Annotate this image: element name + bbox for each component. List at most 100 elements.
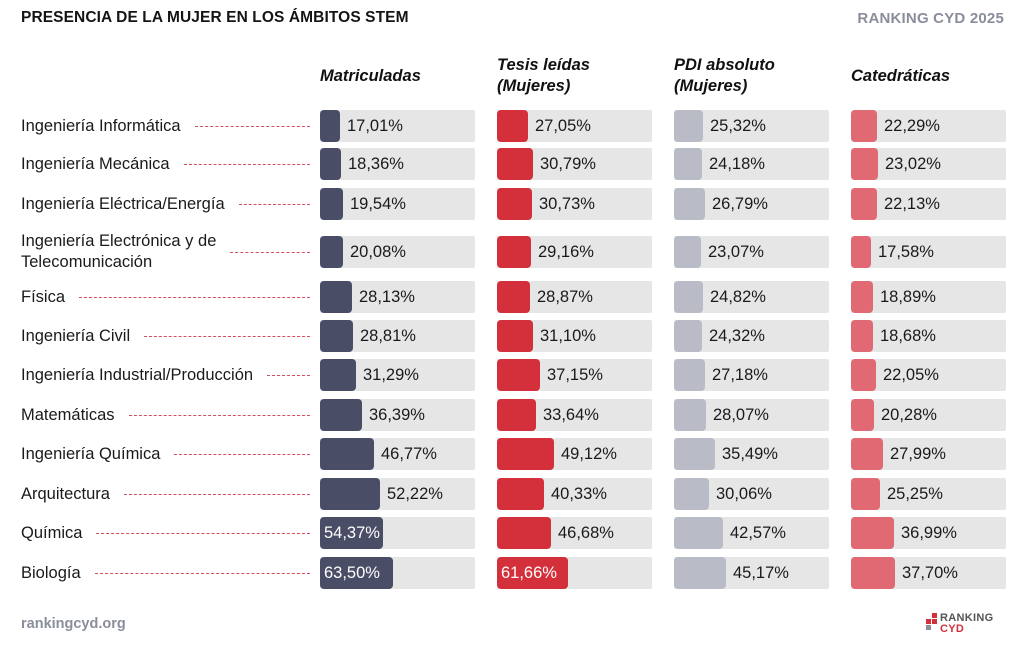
logo-text-bottom: CYD [940, 623, 965, 635]
bar-track: 24,18% [674, 148, 829, 180]
bar-track: 30,79% [497, 148, 652, 180]
bar-track: 20,28% [851, 399, 1006, 431]
row-label-line: Ingeniería Eléctrica/Energía [21, 194, 225, 213]
bar-track: 25,25% [851, 478, 1006, 510]
bar [674, 557, 726, 589]
bar [851, 517, 894, 549]
value-label: 35,49% [722, 445, 778, 463]
bar-track: 46,77% [320, 438, 475, 470]
bar [497, 359, 540, 391]
bar [851, 110, 877, 142]
leader-line [238, 204, 310, 205]
value-label: 61,66% [501, 564, 557, 582]
value-label: 37,15% [547, 366, 603, 384]
bar-track: 28,07% [674, 399, 829, 431]
row-label-line: Ingeniería Informática [21, 116, 181, 135]
bar [320, 148, 341, 180]
row-label: Física [21, 287, 65, 308]
bar [497, 399, 536, 431]
bar [851, 557, 895, 589]
row-label-line: Ingeniería Química [21, 444, 161, 463]
bar-track: 22,13% [851, 188, 1006, 220]
bar-track: 24,82% [674, 281, 829, 313]
value-label: 18,89% [880, 288, 936, 306]
value-label: 29,16% [538, 243, 594, 261]
bar [497, 517, 551, 549]
bar-track: 27,99% [851, 438, 1006, 470]
value-label: 23,02% [885, 155, 941, 173]
bar [320, 478, 380, 510]
row-label: Ingeniería Electrónica y de Telecomunicac… [21, 231, 216, 273]
bar-track: 61,66% [497, 557, 652, 589]
bar-track: 20,08% [320, 236, 475, 268]
leader-line [144, 336, 310, 337]
bar-track: 18,36% [320, 148, 475, 180]
leader-line [96, 533, 310, 534]
bar-track: 45,17% [674, 557, 829, 589]
value-label: 28,87% [537, 288, 593, 306]
bar-track: 63,50% [320, 557, 475, 589]
chart-title: PRESENCIA DE LA MUJER EN LOS ÁMBITOS STE… [21, 9, 409, 26]
value-label: 46,77% [381, 445, 437, 463]
leader-line [183, 164, 310, 165]
value-label: 30,06% [716, 485, 772, 503]
value-label: 28,81% [360, 327, 416, 345]
value-label: 36,39% [369, 406, 425, 424]
leader-line [230, 252, 310, 253]
bar-track: 46,68% [497, 517, 652, 549]
column-header-line: Tesis leídas [497, 56, 590, 74]
value-label: 24,18% [709, 155, 765, 173]
row-label-line: Matemáticas [21, 405, 115, 424]
value-label: 42,57% [730, 524, 786, 542]
value-label: 24,32% [709, 327, 765, 345]
column-header-line: (Mujeres) [497, 77, 571, 95]
value-label: 31,29% [363, 366, 419, 384]
bar-track: 25,32% [674, 110, 829, 142]
bar-track: 35,49% [674, 438, 829, 470]
value-label: 33,64% [543, 406, 599, 424]
bar-track: 49,12% [497, 438, 652, 470]
bar-track: 23,02% [851, 148, 1006, 180]
value-label: 20,08% [350, 243, 406, 261]
value-label: 25,32% [710, 117, 766, 135]
bar-track: 37,15% [497, 359, 652, 391]
leader-line [194, 126, 310, 127]
bar-track: 36,99% [851, 517, 1006, 549]
bar [674, 399, 706, 431]
bar [320, 281, 352, 313]
bar-track: 36,39% [320, 399, 475, 431]
value-label: 22,13% [884, 195, 940, 213]
bar [320, 399, 362, 431]
column-header: Matriculadas [320, 55, 495, 87]
value-label: 31,10% [540, 327, 596, 345]
leader-line [267, 375, 310, 376]
row-label-line: Telecomunicación [21, 253, 153, 271]
column-header: Catedráticas [851, 55, 1024, 87]
logo-square-icon [926, 619, 931, 624]
bar-track: 22,05% [851, 359, 1006, 391]
row-label: Ingeniería Informática [21, 116, 181, 137]
bar-track: 42,57% [674, 517, 829, 549]
footer-url[interactable]: rankingcyd.org [21, 616, 126, 632]
bar [674, 320, 702, 352]
bar [674, 188, 705, 220]
column-header: Tesis leídas (Mujeres) [497, 55, 672, 97]
value-label: 46,68% [558, 524, 614, 542]
column-header-line: Matriculadas [320, 67, 421, 85]
bar [497, 281, 530, 313]
logo-square-icon [926, 625, 931, 630]
bar [851, 438, 883, 470]
bar-track: 54,37% [320, 517, 475, 549]
bar [320, 557, 393, 589]
bar [320, 359, 356, 391]
bar [674, 517, 723, 549]
value-label: 26,79% [712, 195, 768, 213]
row-label-line: Física [21, 287, 66, 306]
row-label: Ingeniería Eléctrica/Energía [21, 194, 225, 215]
value-label: 28,07% [713, 406, 769, 424]
row-label-line: Ingeniería Civil [21, 326, 131, 345]
bar-track: 30,73% [497, 188, 652, 220]
row-label-line: Ingeniería Industrial/Producción [21, 365, 254, 384]
logo-text-top: RANKING [940, 612, 994, 624]
logo-square-icon [932, 613, 937, 618]
